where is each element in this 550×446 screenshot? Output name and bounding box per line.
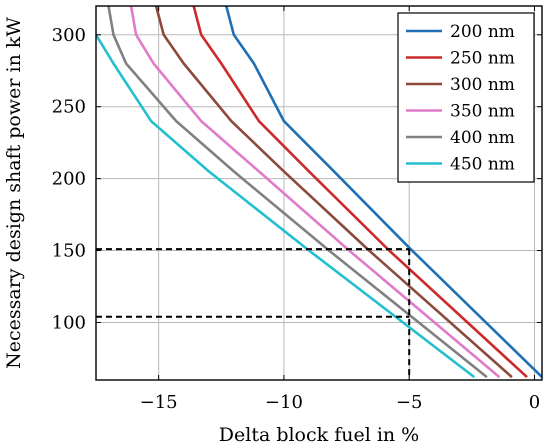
legend: 200 nm 250 nm 300 nm 350 nm 400 nm 450 nm [397, 12, 535, 183]
legend-label: 200 nm [450, 22, 515, 42]
y-axis-label: Necessary design shaft power in kW [3, 17, 25, 369]
x-tick-label: −10 [265, 392, 303, 413]
series-line [154, 6, 513, 379]
y-tick-label: 250 [52, 97, 86, 118]
legend-label: 450 nm [450, 155, 515, 175]
y-ticks: 100 150 200 250 300 [52, 25, 542, 333]
x-ticks: −15 −10 −5 0 [140, 6, 540, 413]
legend-label: 250 nm [450, 49, 515, 69]
legend-box [397, 12, 535, 183]
y-tick-label: 300 [52, 25, 86, 46]
x-tick-label: −15 [140, 392, 178, 413]
x-tick-label: −5 [396, 392, 423, 413]
series-layer [96, 6, 542, 379]
legend-label: 300 nm [450, 75, 515, 95]
series-line [107, 6, 488, 379]
y-tick-label: 200 [52, 169, 86, 190]
x-axis-label: Delta block fuel in % [219, 424, 419, 446]
y-tick-label: 100 [52, 312, 86, 333]
legend-label: 350 nm [450, 102, 515, 122]
plot-frame [95, 5, 543, 381]
series-line [96, 34, 476, 379]
series-line [129, 6, 501, 379]
y-tick-label: 150 [52, 241, 86, 262]
legend-label: 400 nm [450, 128, 515, 148]
x-tick-label: 0 [529, 392, 540, 413]
series-line [225, 6, 542, 379]
series-line [192, 6, 528, 379]
guides [96, 248, 411, 380]
